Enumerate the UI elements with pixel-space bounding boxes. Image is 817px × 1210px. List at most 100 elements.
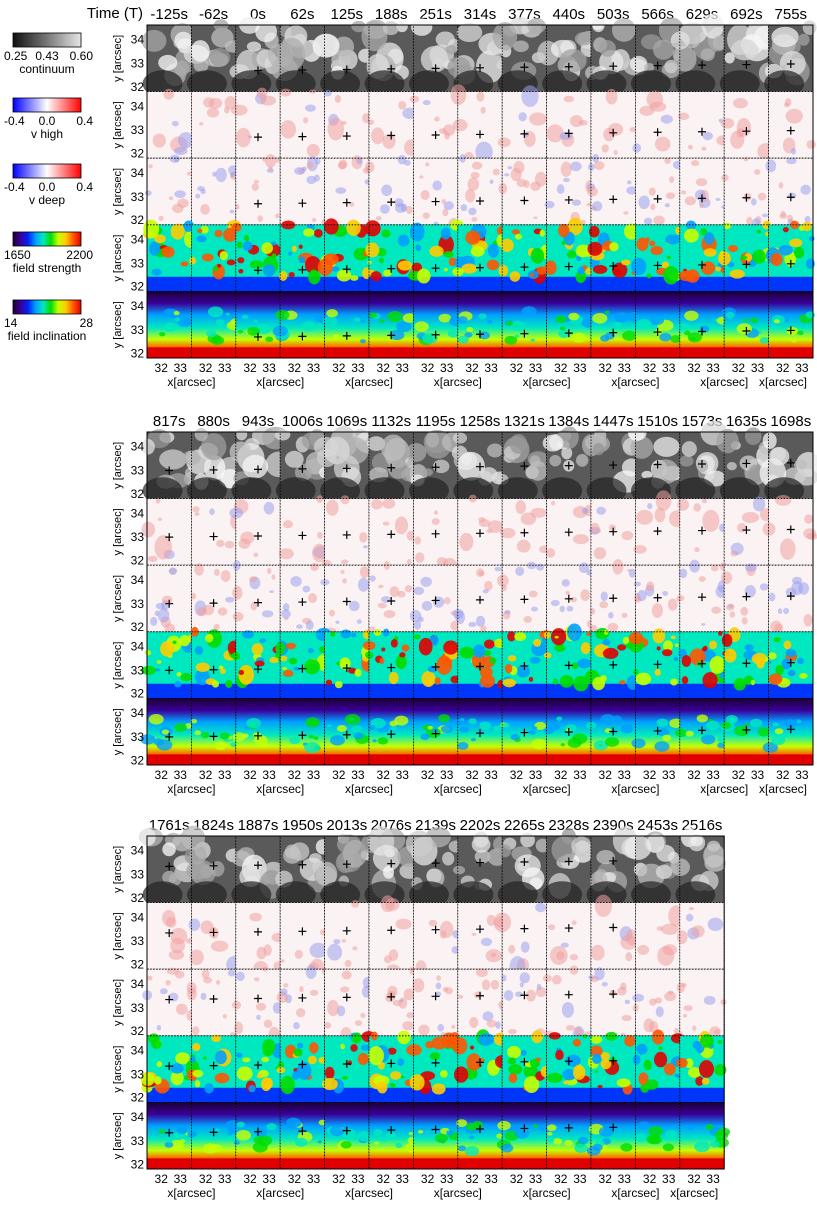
tracking-marker [342, 464, 351, 473]
granule [730, 39, 759, 61]
inclination-patch [457, 1145, 467, 1152]
panel [632, 90, 681, 159]
field-patch [288, 251, 293, 256]
tracking-marker [254, 927, 262, 936]
low-field-region [369, 276, 414, 292]
redshift-patch [231, 1000, 242, 1010]
field-patch [674, 1073, 681, 1078]
redshift-patch [480, 106, 486, 114]
field-patch [443, 267, 448, 272]
tracking-marker [298, 664, 307, 673]
field-patch [681, 655, 692, 667]
granule [630, 436, 654, 459]
inclination-patch [684, 310, 699, 321]
y-axis-label: y [arcsec] [112, 912, 124, 959]
panel [367, 91, 419, 159]
field-patch [309, 269, 318, 278]
tracking-marker [387, 264, 396, 273]
panel [361, 19, 414, 97]
granule [162, 842, 176, 857]
panel [412, 290, 464, 359]
tracking-marker [165, 1062, 174, 1071]
field-patch [262, 1038, 276, 1055]
y-tick-label: 33 [131, 530, 145, 544]
granule [509, 433, 528, 454]
tracking-marker [609, 923, 618, 932]
inclination-patch [169, 1140, 185, 1151]
tracking-marker [786, 259, 795, 268]
inclination-patch [417, 1130, 424, 1134]
inclination-patch [190, 718, 198, 724]
panel [231, 835, 286, 908]
field-patch [509, 271, 521, 282]
tracking-marker [342, 65, 351, 74]
redshift-patch [263, 944, 272, 956]
tracking-marker [786, 525, 795, 534]
panel [457, 968, 506, 1037]
inclination-patch [500, 1143, 514, 1153]
redshift-patch [250, 601, 258, 611]
x-tick-label: 32 [554, 361, 568, 375]
inclination-patch [438, 714, 450, 723]
redshift-patch [278, 548, 294, 560]
field-patch [206, 629, 222, 649]
x-tick-label: 33 [307, 361, 321, 375]
panel [499, 498, 549, 566]
field-patch [443, 250, 454, 258]
tracking-marker [476, 925, 484, 934]
inclination-patch [174, 722, 187, 732]
tracking-marker [431, 197, 440, 206]
panel [368, 698, 414, 766]
y-tick-label: 33 [131, 1001, 145, 1015]
tracking-marker [298, 1060, 307, 1069]
blueshift-patch [791, 576, 803, 585]
block-2: 817s 880s 943s 1006s 1069s 1132s 1195s 1258s 132… [112, 413, 817, 796]
colorbar-tick: 28 [80, 316, 94, 330]
inclination-patch [327, 724, 332, 728]
field-patch [421, 670, 436, 687]
field-patch [180, 261, 189, 267]
redshift-patch [699, 203, 704, 209]
x-axis-label: x[arcsec] [434, 1186, 482, 1200]
redshift-patch [721, 174, 729, 182]
tracking-marker [209, 1128, 218, 1137]
field-patch [465, 230, 481, 245]
redshift-patch [779, 538, 796, 560]
field-patch [256, 1073, 263, 1079]
field-patch [417, 268, 431, 284]
tracking-marker [298, 1127, 307, 1136]
field-patch [533, 638, 542, 647]
inclination-patch [457, 335, 469, 344]
field-patch [409, 222, 425, 242]
tracking-marker [387, 131, 396, 140]
redshift-patch [340, 986, 350, 993]
panel [588, 559, 636, 637]
x-axis-label: x[arcsec] [167, 375, 215, 389]
blueshift-patch [349, 600, 360, 612]
field-patch [744, 644, 754, 651]
field-patch [323, 218, 339, 235]
field-patch [156, 1061, 163, 1068]
granule [236, 428, 248, 441]
redshift-patch [382, 498, 396, 509]
panel [457, 631, 506, 699]
tracking-marker [564, 528, 573, 537]
field-patch [397, 1030, 411, 1045]
tracking-marker [609, 727, 618, 736]
redshift-patch [678, 595, 685, 602]
colorbar-gradient [12, 299, 82, 315]
inclination-patch [656, 718, 669, 727]
inclination-patch [510, 320, 526, 332]
inclination-patch [729, 717, 737, 723]
x-axis-label: x[arcsec] [256, 782, 304, 796]
granule [255, 20, 277, 43]
panel [678, 220, 727, 292]
tracking-marker [564, 461, 573, 470]
blueshift-patch [335, 620, 340, 624]
field-patch [297, 1042, 304, 1049]
inclination-patch [645, 734, 652, 738]
blueshift-patch [379, 204, 390, 214]
field-patch [567, 250, 577, 259]
blueshift-patch [526, 561, 537, 570]
